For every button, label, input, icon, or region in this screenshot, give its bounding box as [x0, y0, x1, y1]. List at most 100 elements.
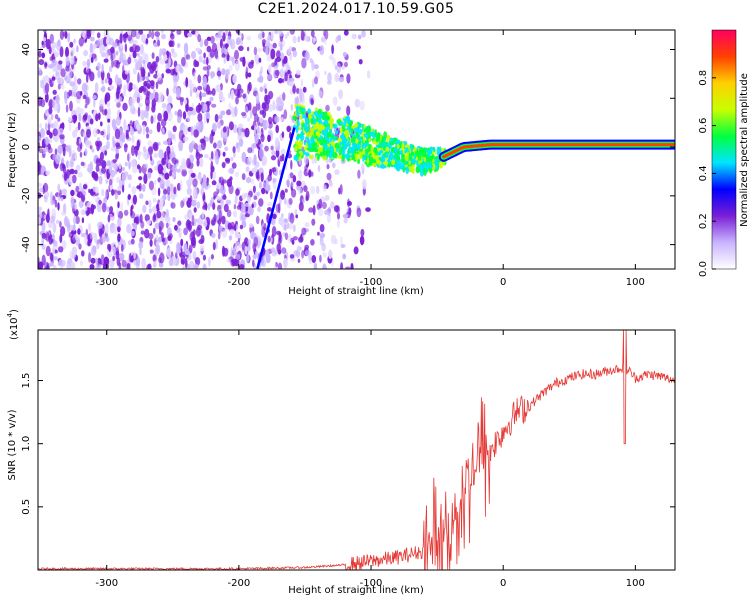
- spectrogram-cell: [291, 179, 294, 188]
- spectrogram-cell: [106, 72, 111, 80]
- spectrogram-cell: [210, 71, 216, 78]
- spectrogram-cell: [246, 253, 250, 263]
- spectrogram-cell: [199, 120, 204, 132]
- spectrogram-cell: [121, 172, 127, 183]
- spectrogram-cell: [127, 153, 130, 162]
- spectrogram-cell: [149, 92, 155, 101]
- spectrogram-cell: [234, 171, 239, 178]
- spectrogram-cell: [274, 69, 280, 76]
- spectrogram-cell: [52, 153, 56, 160]
- spectrogram-cell: [100, 229, 104, 235]
- spectrogram-cell: [398, 142, 401, 150]
- spectrogram-cell: [246, 46, 250, 52]
- spectrogram-cell: [230, 258, 235, 267]
- spectrogram-cell: [337, 34, 342, 42]
- spectrogram-cell: [255, 250, 258, 256]
- spectrogram-cell: [354, 98, 360, 108]
- spectrogram-cell: [175, 65, 180, 73]
- spectrogram-cell: [322, 252, 327, 258]
- spectrogram-cell: [276, 96, 282, 106]
- spectrogram-cell: [298, 139, 303, 146]
- spectrogram-cell: [250, 178, 255, 185]
- spectrogram-cell: [225, 69, 230, 76]
- spectrogram-cell: [329, 137, 332, 141]
- spectrogram-cell: [64, 76, 68, 81]
- spectrogram-cell: [175, 252, 178, 259]
- spectrogram-cell: [49, 252, 54, 262]
- spectrogram-cell: [43, 182, 49, 193]
- spectrogram-cell: [320, 36, 326, 43]
- spectrogram-cell: [54, 51, 59, 58]
- spectrogram-cell: [78, 243, 82, 250]
- spectrogram-cell: [180, 238, 184, 247]
- spectrogram-cell: [235, 39, 241, 46]
- spectrogram-cell: [301, 227, 307, 236]
- spectrogram-cell: [148, 208, 153, 214]
- spectrogram-cell: [374, 155, 380, 159]
- spectrogram-cell: [203, 114, 207, 124]
- spectrogram-cell: [107, 123, 111, 134]
- spectrogram-cell: [180, 259, 185, 265]
- colorbar-tick-label: 0.4: [698, 165, 709, 181]
- spectrogram-cell: [267, 34, 271, 41]
- spectrogram-cell: [138, 176, 143, 181]
- spectrogram-cell: [318, 208, 324, 217]
- spectrogram-cell: [355, 153, 359, 161]
- spectrogram-cell: [188, 142, 194, 153]
- spectrogram-cell: [149, 239, 153, 247]
- spectrogram-cell: [166, 186, 171, 196]
- spectrogram-cell: [342, 253, 347, 260]
- spectrogram-cell: [130, 145, 136, 157]
- spectrogram-cell: [296, 135, 300, 141]
- spectrogram-cell: [423, 167, 427, 176]
- spectrogram-cell: [59, 134, 65, 140]
- spectrogram-cell: [297, 187, 303, 195]
- spectrogram-cell: [148, 145, 153, 156]
- spectrogram-cell: [86, 58, 91, 68]
- spectrogram-cell: [219, 83, 223, 91]
- spectrogram-cell: [202, 221, 208, 226]
- spectrogram-cell: [264, 94, 268, 103]
- colorbar-tick-label: 0.8: [698, 70, 709, 86]
- spectrogram-cell: [104, 223, 109, 234]
- spectrogram-cell: [303, 114, 307, 119]
- spectrogram-cell: [91, 232, 96, 239]
- spectrogram-cell: [244, 245, 248, 255]
- spectrogram-cell: [93, 98, 96, 108]
- x-tick-label: -300: [95, 277, 118, 288]
- spectrogram-cell: [89, 231, 93, 240]
- spectrogram-cell: [276, 230, 281, 236]
- spectrogram-cell: [153, 213, 157, 221]
- spectrogram-cell: [153, 42, 159, 48]
- spectrogram-cell: [202, 103, 208, 113]
- spectrogram-cell: [87, 236, 91, 247]
- spectrogram-cell: [112, 246, 116, 255]
- spectrogram-cell: [167, 111, 173, 122]
- snr-y-axis: 0.5 1.0 1.5: [21, 373, 675, 515]
- spectrogram-cell: [357, 169, 361, 179]
- spectrogram-cell: [212, 202, 216, 211]
- spectrogram-y-axis: -40 -20 0 20 40: [21, 43, 675, 253]
- spectrogram-x-label: Height of straight line (km): [288, 286, 424, 297]
- spectrogram-cell: [268, 103, 273, 112]
- spectrogram-cell: [193, 264, 199, 269]
- spectrogram-cell: [112, 135, 115, 145]
- spectrogram-cell: [180, 200, 185, 209]
- spectrogram-cell: [318, 90, 323, 98]
- spectrogram-cell: [295, 125, 299, 134]
- spectrogram-cell: [114, 192, 118, 200]
- spectrogram-cell: [147, 263, 152, 269]
- spectrogram-cell: [219, 209, 222, 221]
- spectrogram-cell: [222, 195, 227, 200]
- spectrogram-cell: [410, 168, 415, 174]
- spectrogram-cell: [147, 61, 152, 70]
- spectrogram-cell: [228, 121, 234, 131]
- spectrogram-cell: [107, 249, 113, 258]
- spectrogram-cell: [203, 52, 206, 59]
- spectrogram-cell: [41, 52, 46, 59]
- spectrogram-cell: [142, 120, 147, 127]
- spectrogram-cell: [115, 142, 120, 148]
- spectrogram-cell: [52, 89, 57, 95]
- spectrogram-cell: [99, 156, 103, 167]
- spectrogram-cell: [54, 154, 61, 165]
